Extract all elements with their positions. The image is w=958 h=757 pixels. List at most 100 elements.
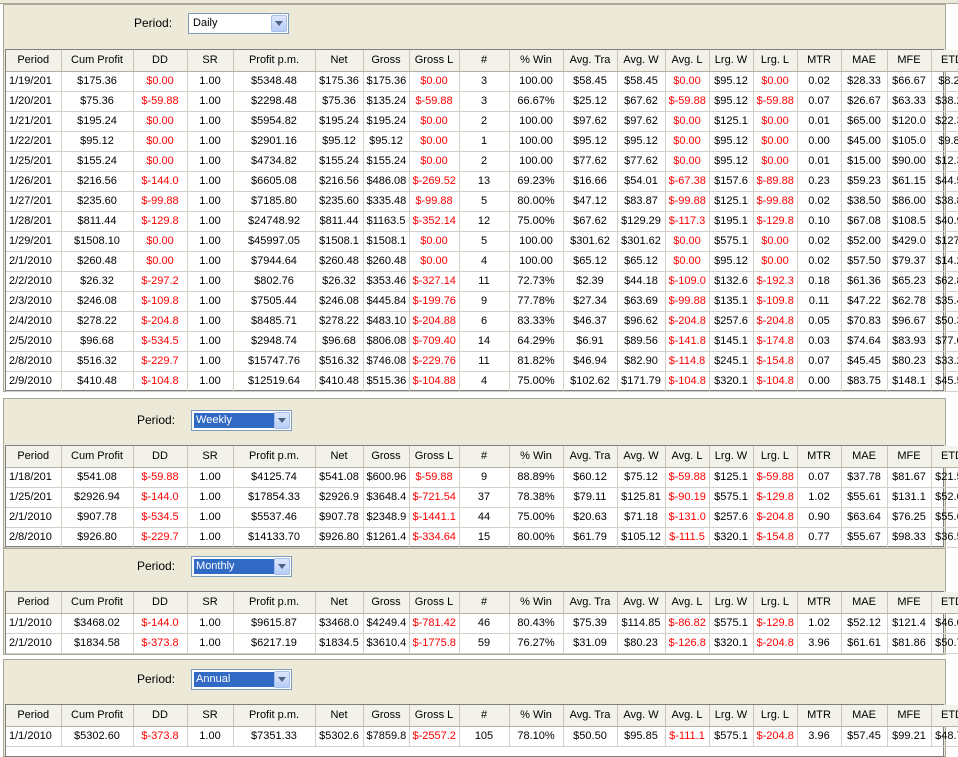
column-header[interactable]: % Win	[509, 592, 564, 614]
table-row[interactable]: 1/21/201 $195.24 $0.00 1.00 $5954.82 $195.24 $…	[6, 111, 958, 132]
column-header[interactable]: Lrg. L	[753, 446, 798, 468]
column-header[interactable]: Period	[6, 705, 62, 727]
column-header[interactable]: Cum Profit	[61, 705, 134, 727]
column-header[interactable]: ETD	[931, 705, 958, 727]
table-row[interactable]: 1/28/201 $811.44 $-129.8 1.00 $24748.92 $811.…	[6, 211, 958, 232]
column-header[interactable]: MFE	[887, 50, 932, 72]
weekly-grid[interactable]: Period Cum Profit DD SR Profit p.m. Net Gross G…	[5, 445, 958, 548]
table-row[interactable]: 1/25/201 $2926.94 $-144.0 1.00 $17854.33 $292…	[6, 487, 958, 508]
column-header[interactable]: SR	[187, 705, 234, 727]
column-header[interactable]: Avg. Tra	[563, 50, 618, 72]
table-row[interactable]: 2/8/2010 $926.80 $-229.7 1.00 $14133.70 $926.…	[6, 527, 958, 548]
table-row[interactable]: 1/26/201 $216.56 $-144.0 1.00 $6605.08 $216.5…	[6, 171, 958, 192]
column-header[interactable]: Lrg. W	[709, 592, 754, 614]
column-header[interactable]: Cum Profit	[61, 50, 134, 72]
table-row[interactable]: 1/27/201 $235.60 $-99.88 1.00 $7185.80 $235.6…	[6, 191, 958, 212]
column-header[interactable]: MAE	[841, 50, 888, 72]
table-row[interactable]: 2/2/2010 $26.32 $-297.2 1.00 $802.76 $26.32 $3…	[6, 271, 958, 292]
column-header[interactable]: Profit p.m.	[233, 705, 316, 727]
table-row[interactable]: 2/3/2010 $246.08 $-109.8 1.00 $7505.44 $246.0…	[6, 291, 958, 312]
table-row[interactable]: 1/1/2010 $3468.02 $-144.0 1.00 $9615.87 $3468…	[6, 613, 958, 634]
column-header[interactable]: Gross	[363, 592, 410, 614]
column-header[interactable]: Gross L	[409, 705, 460, 727]
weekly-period-select[interactable]: Weekly	[191, 409, 293, 431]
column-header[interactable]: ETD	[931, 446, 958, 468]
column-header[interactable]: MAE	[841, 705, 888, 727]
chevron-down-icon[interactable]	[274, 670, 291, 688]
daily-period-select[interactable]: Daily	[188, 12, 290, 34]
column-header[interactable]: DD	[133, 705, 188, 727]
chevron-down-icon[interactable]	[274, 557, 291, 575]
column-header[interactable]: Avg. L	[665, 705, 710, 727]
column-header[interactable]: Avg. W	[617, 705, 666, 727]
table-row[interactable]: 2/9/2010 $410.48 $-104.8 1.00 $12519.64 $410.…	[6, 371, 958, 392]
column-header[interactable]: MTR	[797, 705, 842, 727]
column-header[interactable]: Cum Profit	[61, 592, 134, 614]
column-header[interactable]: Avg. L	[665, 446, 710, 468]
column-header[interactable]: #	[459, 592, 510, 614]
column-header[interactable]: MTR	[797, 50, 842, 72]
column-header[interactable]: MTR	[797, 592, 842, 614]
column-header[interactable]: MAE	[841, 592, 888, 614]
column-header[interactable]: % Win	[509, 446, 564, 468]
column-header[interactable]: Avg. Tra	[563, 446, 618, 468]
chevron-down-icon[interactable]	[271, 14, 288, 32]
daily-grid[interactable]: Period Cum Profit DD SR Profit p.m. Net Gross G…	[5, 49, 958, 392]
table-row[interactable]: 1/18/201 $541.08 $-59.88 1.00 $4125.74 $541.0…	[6, 467, 958, 488]
column-header[interactable]: Period	[6, 592, 62, 614]
table-row[interactable]: 2/4/2010 $278.22 $-204.8 1.00 $8485.71 $278.2…	[6, 311, 958, 332]
column-header[interactable]: Net	[315, 705, 364, 727]
column-header[interactable]: Avg. Tra	[563, 592, 618, 614]
column-header[interactable]: Avg. W	[617, 446, 666, 468]
column-header[interactable]: Lrg. W	[709, 50, 754, 72]
column-header[interactable]: % Win	[509, 50, 564, 72]
table-row[interactable]: 2/1/2010 $260.48 $0.00 1.00 $7944.64 $260.48 $…	[6, 251, 958, 272]
table-row[interactable]: 1/25/201 $155.24 $0.00 1.00 $4734.82 $155.24 $…	[6, 151, 958, 172]
column-header[interactable]: Gross L	[409, 50, 460, 72]
column-header[interactable]: SR	[187, 50, 234, 72]
table-row[interactable]: 1/1/2010 $5302.60 $-373.8 1.00 $7351.33 $5302…	[6, 726, 958, 747]
column-header[interactable]: Lrg. W	[709, 446, 754, 468]
column-header[interactable]: Avg. L	[665, 50, 710, 72]
column-header[interactable]: Avg. Tra	[563, 705, 618, 727]
column-header[interactable]: Profit p.m.	[233, 592, 316, 614]
column-header[interactable]: Lrg. L	[753, 705, 798, 727]
column-header[interactable]: ETD	[931, 592, 958, 614]
column-header[interactable]: MFE	[887, 446, 932, 468]
column-header[interactable]: Gross	[363, 50, 410, 72]
column-header[interactable]: Profit p.m.	[233, 50, 316, 72]
column-header[interactable]: DD	[133, 50, 188, 72]
column-header[interactable]: % Win	[509, 705, 564, 727]
table-row[interactable]: 2/5/2010 $96.68 $-534.5 1.00 $2948.74 $96.68 $…	[6, 331, 958, 352]
column-header[interactable]: Avg. W	[617, 592, 666, 614]
column-header[interactable]: Profit p.m.	[233, 446, 316, 468]
column-header[interactable]: Lrg. L	[753, 50, 798, 72]
column-header[interactable]: Lrg. W	[709, 705, 754, 727]
table-row[interactable]: 2/1/2010 $1834.58 $-373.8 1.00 $6217.19 $1834…	[6, 633, 958, 654]
column-header[interactable]: Gross L	[409, 592, 460, 614]
column-header[interactable]: MFE	[887, 705, 932, 727]
monthly-grid[interactable]: Period Cum Profit DD SR Profit p.m. Net Gross G…	[5, 591, 958, 654]
column-header[interactable]: DD	[133, 446, 188, 468]
column-header[interactable]: #	[459, 705, 510, 727]
table-row[interactable]: 2/8/2010 $516.32 $-229.7 1.00 $15747.76 $516.…	[6, 351, 958, 372]
column-header[interactable]: #	[459, 50, 510, 72]
column-header[interactable]: SR	[187, 446, 234, 468]
column-header[interactable]: Avg. L	[665, 592, 710, 614]
chevron-down-icon[interactable]	[274, 411, 291, 429]
table-row[interactable]: 1/22/201 $95.12 $0.00 1.00 $2901.16 $95.12 $95…	[6, 131, 958, 152]
annual-period-select[interactable]: Annual	[191, 668, 293, 690]
column-header[interactable]: MFE	[887, 592, 932, 614]
table-row[interactable]: 1/19/201 $175.36 $0.00 1.00 $5348.48 $175.36 $…	[6, 71, 958, 92]
column-header[interactable]: ETD	[931, 50, 958, 72]
column-header[interactable]: Period	[6, 50, 62, 72]
monthly-period-select[interactable]: Monthly	[191, 555, 293, 577]
column-header[interactable]: SR	[187, 592, 234, 614]
column-header[interactable]: Period	[6, 446, 62, 468]
column-header[interactable]: Gross L	[409, 446, 460, 468]
column-header[interactable]: Avg. W	[617, 50, 666, 72]
annual-grid[interactable]: Period Cum Profit DD SR Profit p.m. Net Gross G…	[5, 704, 958, 757]
column-header[interactable]: Gross	[363, 705, 410, 727]
table-row[interactable]: 2/1/2010 $907.78 $-534.5 1.00 $5537.46 $907.7…	[6, 507, 958, 528]
column-header[interactable]: Gross	[363, 446, 410, 468]
